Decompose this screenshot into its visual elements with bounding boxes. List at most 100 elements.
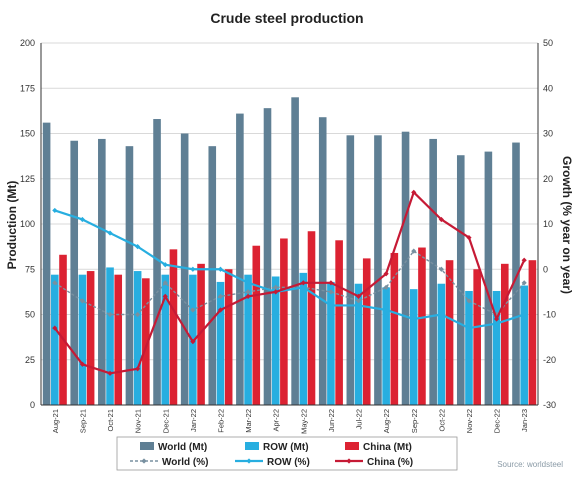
data-point: [383, 307, 389, 313]
data-point: [328, 289, 334, 295]
legend-label: China (%): [367, 457, 413, 468]
data-point: [245, 293, 251, 299]
data-point: [162, 262, 168, 268]
bar: [409, 289, 418, 405]
bar: [236, 113, 244, 405]
legend-label: ROW (%): [267, 457, 310, 468]
bar: [291, 97, 299, 406]
legend-swatch: [245, 442, 259, 450]
data-point: [135, 311, 141, 318]
series-line: [54, 209, 525, 330]
bar: [492, 290, 501, 405]
bar: [418, 247, 426, 405]
data-point: [52, 280, 58, 286]
y-tick-label: 150: [20, 129, 35, 139]
y-tick-label: 25: [25, 355, 35, 365]
legend-swatch: [140, 442, 154, 450]
bar: [86, 271, 95, 405]
source-note: Source: worldsteel: [497, 460, 563, 469]
data-point: [217, 307, 224, 313]
data-point: [217, 293, 224, 299]
bar: [382, 287, 390, 405]
y2-tick-label: 40: [543, 83, 553, 93]
data-point: [493, 316, 500, 322]
data-point: [466, 325, 472, 331]
data-point: [79, 361, 86, 367]
bar: [208, 146, 217, 406]
bar: [133, 271, 142, 405]
data-point: [245, 280, 251, 286]
bar: [78, 274, 87, 405]
legend: World (Mt) ROW (Mt) China (Mt) World (%) ROW…: [116, 436, 458, 471]
bar: [59, 254, 67, 405]
bar: [271, 276, 280, 405]
x-tick-label: Apr-22: [272, 409, 281, 432]
legend-swatch: [345, 442, 359, 450]
growth-lines: [52, 189, 527, 376]
bar: [520, 285, 528, 405]
bar: [42, 122, 51, 405]
data-point: [328, 302, 334, 309]
data-point: [107, 230, 113, 236]
legend-label: ROW (Mt): [263, 442, 309, 453]
x-tick-label: Dec-22: [493, 409, 502, 433]
data-point: [438, 311, 444, 318]
data-point: [521, 257, 527, 263]
x-tick-label: May-22: [299, 409, 308, 434]
y-tick-label: 75: [25, 264, 35, 274]
bar: [484, 151, 493, 405]
data-point: [411, 316, 417, 322]
y2-tick-label: 20: [543, 174, 553, 184]
bar: [180, 133, 189, 405]
bar: [161, 274, 170, 405]
series-line: [54, 250, 525, 316]
bar: [512, 142, 520, 406]
bar: [169, 249, 178, 405]
y-axis-title: Production (Mt): [5, 181, 19, 270]
data-point: [135, 366, 141, 372]
bar: [473, 269, 481, 405]
legend-marker: [141, 458, 147, 464]
y2-tick-label: 50: [543, 38, 553, 48]
bar: [153, 119, 161, 406]
y-tick-label: 0: [30, 400, 35, 410]
data-point: [162, 280, 168, 286]
bars: [42, 97, 537, 406]
bar: [280, 238, 288, 405]
bar: [500, 263, 509, 405]
data-point: [521, 311, 527, 318]
data-point: [273, 284, 279, 290]
x-tick-label: Jan-22: [189, 409, 198, 432]
y-tick-label: 100: [20, 219, 35, 229]
bar: [224, 269, 233, 405]
bar: [252, 245, 261, 405]
data-point: [162, 293, 168, 299]
bar: [362, 258, 371, 405]
bar: [528, 260, 537, 405]
data-point: [328, 280, 334, 286]
data-point: [300, 284, 306, 290]
x-tick-label: Nov-22: [465, 409, 474, 433]
legend-label: World (Mt): [158, 442, 207, 453]
data-point: [466, 298, 472, 304]
x-tick-label: Sep-21: [78, 409, 87, 433]
bar: [346, 135, 355, 405]
bar: [299, 272, 308, 405]
x-tick-label: Oct-21: [106, 409, 115, 432]
x-tick-label: Aug-21: [51, 409, 60, 433]
data-point: [300, 280, 306, 286]
chart-title: Crude steel production: [210, 10, 363, 26]
data-point: [190, 266, 196, 272]
bar: [51, 274, 59, 405]
y2-axis-title: Growth (% year on year): [560, 156, 574, 294]
x-tick-label: Dec-21: [161, 409, 170, 433]
x-tick-label: Mar-22: [244, 409, 253, 433]
y-tick-label: 125: [20, 174, 35, 184]
bar: [318, 117, 327, 406]
bar: [98, 138, 106, 405]
y2-tick-label: -30: [543, 400, 556, 410]
data-point: [52, 207, 58, 214]
data-point: [107, 311, 113, 318]
legend-label: China (Mt): [363, 442, 412, 453]
